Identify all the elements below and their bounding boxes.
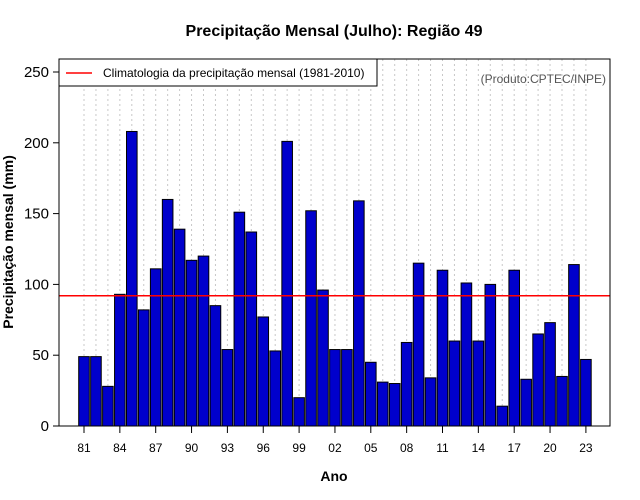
bar-1981	[78, 356, 90, 427]
x-tick-label: 08	[400, 441, 414, 455]
x-tick-label: 05	[364, 441, 378, 455]
y-axis: 0 50 100 150 200 250	[24, 64, 59, 435]
bar-2008	[400, 341, 413, 427]
x-tick-label: 96	[257, 441, 271, 455]
bar-1992	[209, 305, 222, 427]
bar-2001	[317, 289, 329, 427]
x-tick-label: 99	[292, 441, 306, 455]
bar-2014	[472, 340, 485, 427]
legend: Climatologia da precipitação mensal (198…	[58, 58, 378, 87]
y-tick-label: 50	[32, 347, 49, 364]
x-tick-label: 17	[508, 441, 522, 455]
bar-2016	[496, 405, 509, 427]
bar-1988	[161, 198, 174, 427]
bar-1983	[102, 385, 114, 427]
bar-1993	[221, 349, 234, 427]
bar-2020	[544, 322, 556, 427]
x-tick-label: 90	[185, 441, 199, 455]
credit-text: (Produto:CPTEC/INPE)	[481, 72, 606, 86]
bar-2006	[376, 381, 389, 427]
bar-2007	[388, 383, 401, 427]
y-tick-label: 150	[24, 206, 49, 223]
bar-1982	[90, 356, 102, 427]
bar-2018	[520, 378, 532, 427]
bar-2003	[341, 349, 353, 427]
x-axis: 81 84 87 90 93 96 99 02 05 08 11 14 17 20 23	[77, 426, 593, 455]
x-axis-label: Ano	[320, 468, 347, 484]
bar-2009	[412, 262, 425, 427]
x-tick-label: 81	[77, 441, 91, 455]
bar-2010	[424, 377, 437, 427]
x-tick-label: 84	[113, 441, 127, 455]
bar-1996	[257, 316, 270, 427]
bar-2021	[556, 375, 568, 427]
chart-title: Precipitação Mensal (Julho): Região 49	[186, 23, 483, 40]
bar-2011	[436, 269, 449, 427]
x-tick-label: 20	[543, 441, 557, 455]
y-axis-label: Precipitação mensal (mm)	[0, 155, 16, 329]
bar-1999	[293, 397, 305, 427]
bar-1990	[185, 259, 198, 427]
bar-1985	[126, 130, 138, 427]
legend-label: Climatologia da precipitação mensal (198…	[103, 66, 364, 80]
bar-2022	[568, 264, 580, 427]
bar-1984	[114, 293, 126, 427]
x-tick-label: 87	[149, 441, 163, 455]
bar-1994	[233, 211, 246, 427]
bar-2012	[448, 340, 461, 427]
bar-2004	[353, 200, 365, 427]
bar-2000	[305, 210, 317, 427]
bar-2023	[580, 358, 592, 427]
x-tick-label: 93	[221, 441, 235, 455]
bars	[78, 130, 592, 427]
x-tick-label: 14	[472, 441, 486, 455]
bar-2002	[329, 349, 341, 427]
bar-1991	[197, 255, 210, 427]
bar-1986	[137, 309, 150, 427]
bar-2017	[508, 269, 520, 427]
y-tick-label: 200	[24, 135, 49, 152]
bar-2015	[484, 283, 497, 427]
bar-1997	[269, 350, 281, 427]
bar-2013	[460, 282, 473, 427]
x-tick-label: 11	[436, 441, 449, 455]
y-tick-label: 250	[24, 64, 49, 81]
x-tick-label: 02	[328, 441, 342, 455]
bar-2019	[532, 333, 544, 427]
bar-1989	[173, 228, 186, 427]
y-tick-label: 0	[41, 418, 49, 435]
y-tick-label: 100	[24, 276, 49, 293]
bar-2005	[365, 361, 377, 427]
bar-1987	[149, 268, 162, 427]
bar-1995	[245, 231, 258, 427]
bar-1998	[281, 140, 293, 427]
x-tick-label: 23	[579, 441, 593, 455]
